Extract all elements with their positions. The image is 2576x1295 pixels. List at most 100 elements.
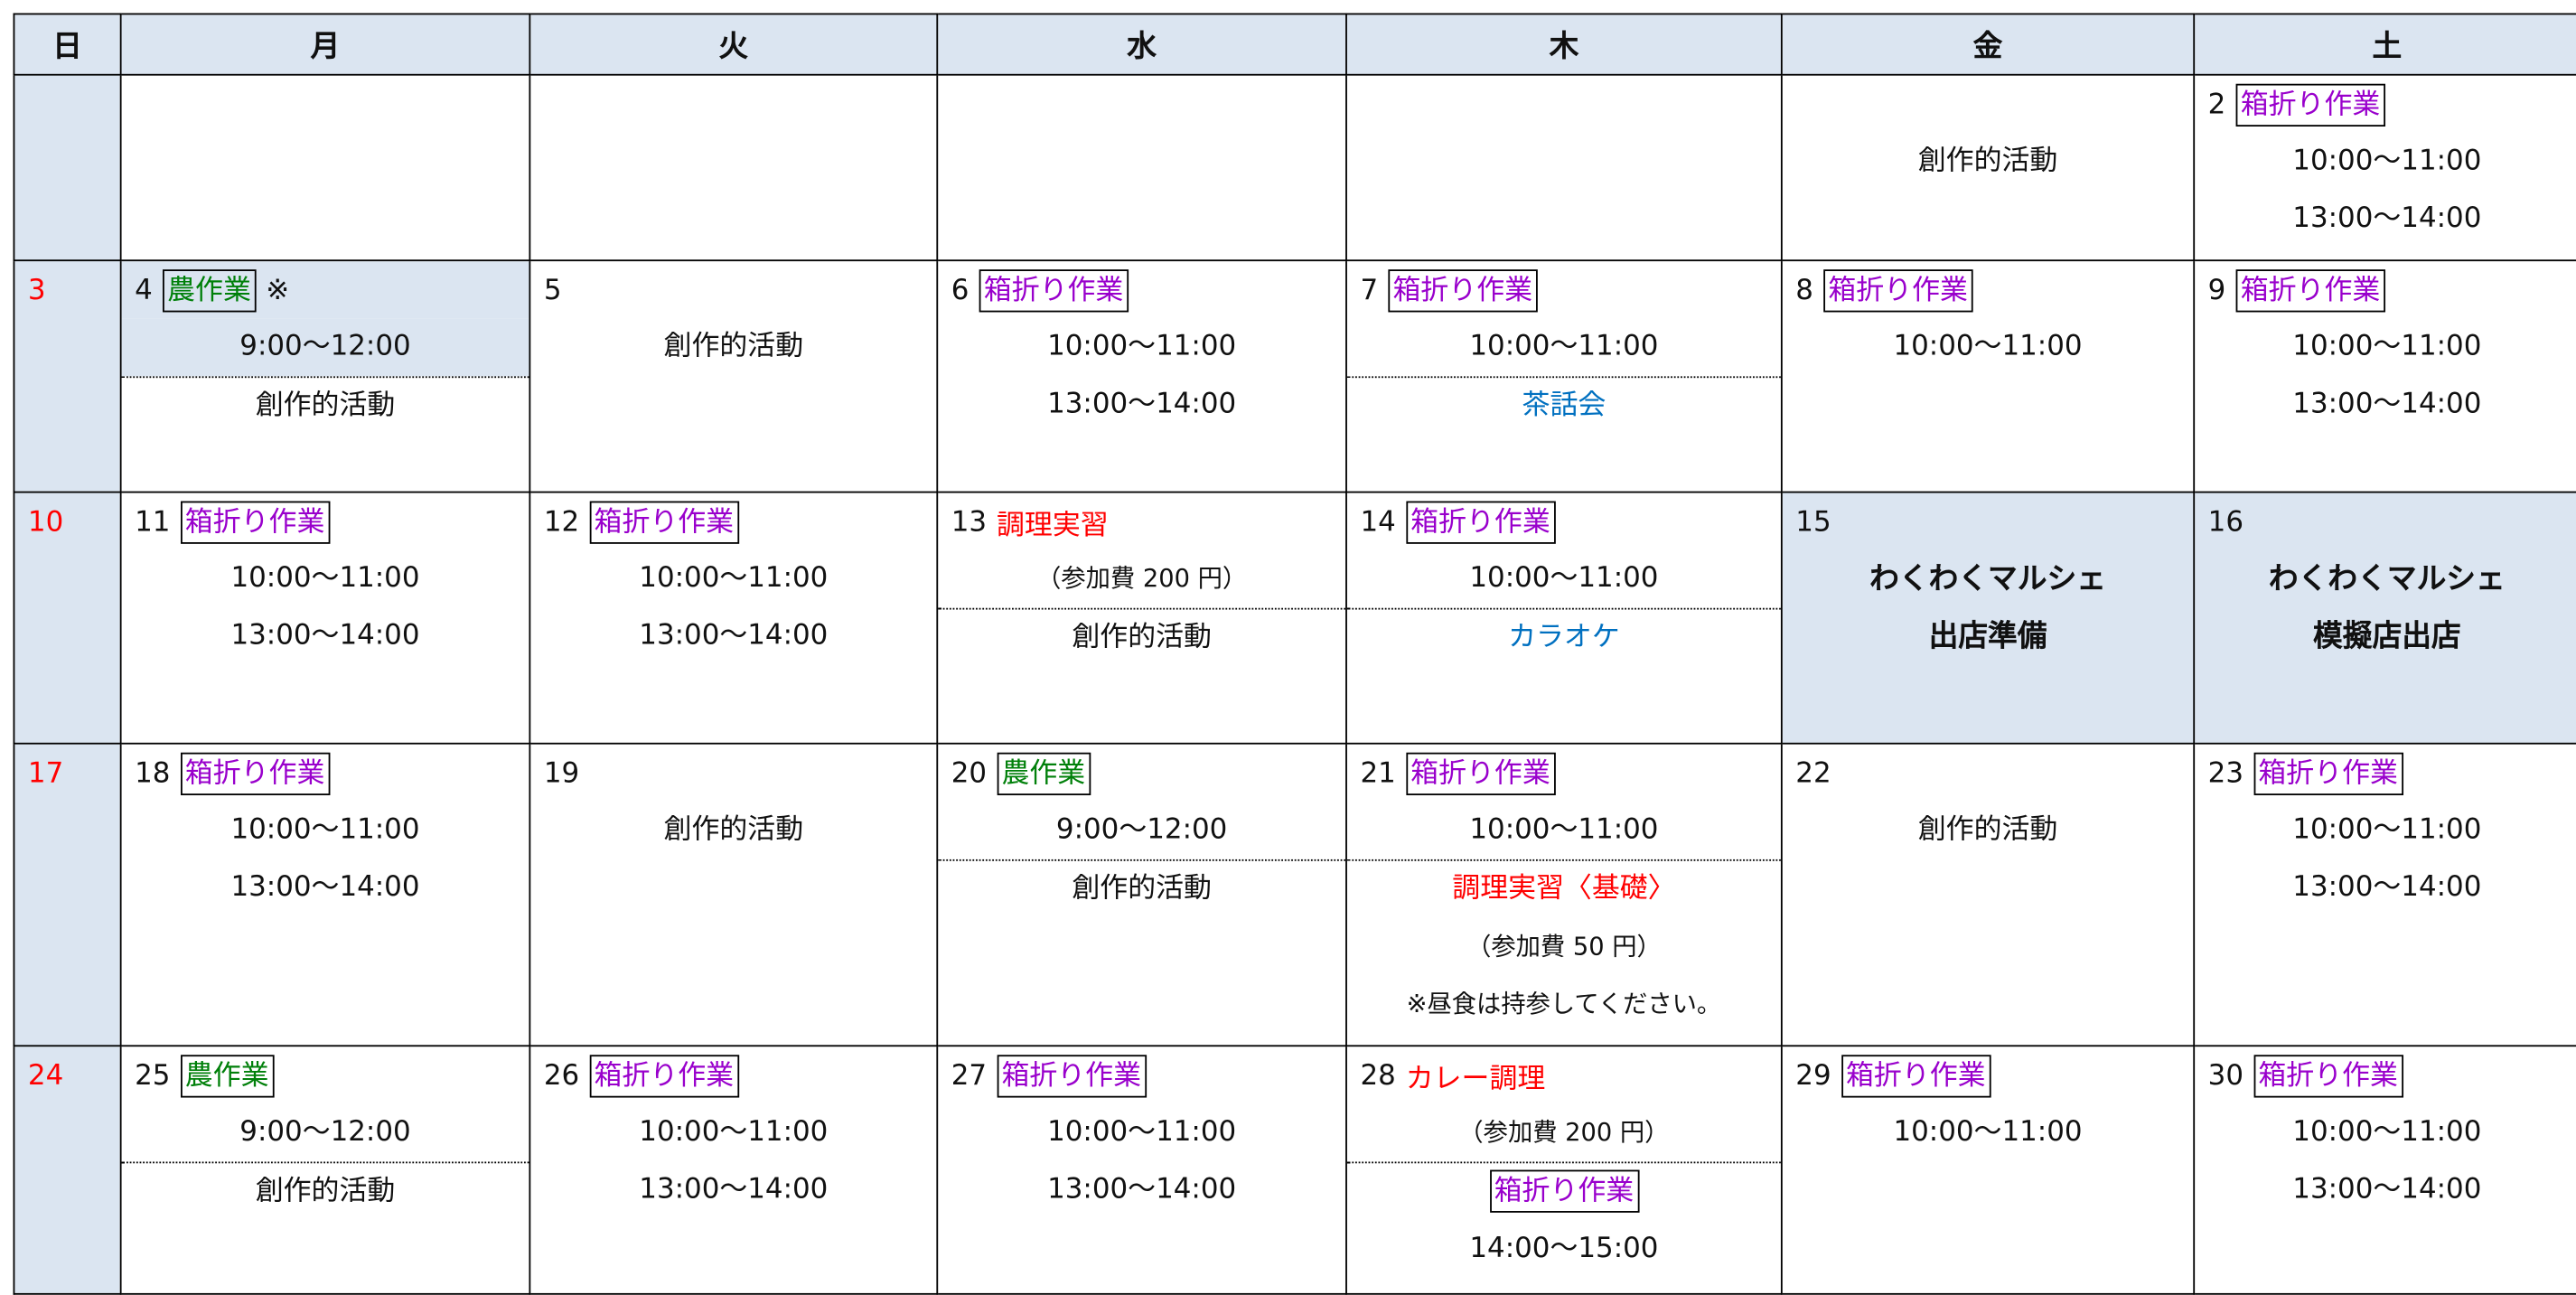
activity-label: 箱折り作業 [2253, 751, 2403, 795]
header-row: 日月火水木金土 [13, 13, 2576, 76]
cell-line: わくわくマルシェ [2196, 550, 2576, 608]
cell-block: （参加費 200 円） [1348, 1104, 1780, 1162]
day-cell: 13 調理実習 （参加費 200 円） 創作的活動 [936, 491, 1347, 745]
cell-text: 10:00〜11:00 [1469, 813, 1659, 847]
day-number: 6 [951, 273, 970, 307]
cell-line: 10:00〜11:00 [939, 1104, 1344, 1162]
activity-label: 箱折り作業 [2235, 82, 2385, 127]
cell-top: 23 箱折り作業 [2196, 746, 2576, 802]
cell-line: （参加費 50 円） [1348, 918, 1780, 976]
activity-label: 箱折り作業 [589, 500, 739, 543]
day-number: 9 [2207, 273, 2226, 307]
cell-line: 創作的活動 [531, 319, 935, 377]
cell-text: 10:00〜11:00 [1047, 1115, 1237, 1149]
week-row: 創作的活動 2 箱折り作業 10:00〜11:00 13:00〜14:00 [13, 73, 2576, 262]
cell-line: 茶話会 [1348, 378, 1780, 436]
cell-text: 13:00〜14:00 [1047, 388, 1237, 421]
cell-text: 13:00〜14:00 [639, 619, 829, 652]
cell-block: 調理実習〈基礎〉 （参加費 50 円） ※昼食は持参してください。 [1347, 859, 1781, 1034]
cell-top: 24 [15, 1047, 119, 1104]
day-cell: 11 箱折り作業 10:00〜11:00 13:00〜14:00 [119, 491, 531, 745]
cell-text: 10:00〜11:00 [1047, 330, 1237, 363]
cell-block: 創作的活動 [531, 319, 935, 377]
cell-text: 9:00〜12:00 [239, 1115, 411, 1149]
cell-block: 10:00〜11:00 [1348, 319, 1780, 377]
cell-line: 創作的活動 [122, 1163, 528, 1221]
cell-text: 創作的活動 [255, 389, 396, 423]
day-cell [529, 73, 939, 262]
activity-label: 調理実習 [996, 509, 1109, 543]
day-cell: 22 創作的活動 [1780, 742, 2196, 1047]
cell-block: 10:00〜11:00 13:00〜14:00 [2196, 802, 2576, 916]
day-cell: 15 わくわくマルシェ 出店準備 [1780, 491, 2196, 745]
cell-line: 10:00〜11:00 [122, 802, 528, 859]
day-cell: 24 [13, 1045, 122, 1295]
activity-label: カレー調理 [1405, 1063, 1546, 1096]
cell-text: 13:00〜14:00 [230, 870, 420, 905]
day-number: 7 [1360, 273, 1379, 307]
activity-label: 箱折り作業 [1405, 751, 1556, 795]
cell-text: 10:00〜11:00 [1893, 330, 2083, 363]
day-number: 24 [27, 1058, 64, 1093]
day-cell: 2 箱折り作業 10:00〜11:00 13:00〜14:00 [2193, 73, 2576, 262]
cell-text: 13:00〜14:00 [2292, 388, 2482, 421]
cell-line: 13:00〜14:00 [2196, 1161, 2576, 1219]
activity-label: 箱折り作業 [2253, 1054, 2403, 1097]
cell-block: 10:00〜11:00 [1784, 1104, 2193, 1162]
cell-top: 4 農作業 ※ [122, 262, 529, 319]
activity-label: 箱折り作業 [979, 268, 1129, 312]
cell-block: 10:00〜11:00 [1784, 319, 2193, 377]
cell-top: 2 箱折り作業 [2196, 77, 2576, 134]
cell-text: 調理実習〈基礎〉 [1452, 872, 1676, 906]
cell-block: 10:00〜11:00 13:00〜14:00 [531, 1104, 935, 1219]
day-cell: 12 箱折り作業 10:00〜11:00 13:00〜14:00 [529, 491, 939, 745]
cell-line: 10:00〜11:00 [531, 550, 935, 608]
cell-text: 10:00〜11:00 [639, 561, 829, 596]
cell-top: 9 箱折り作業 [2196, 262, 2576, 319]
cell-line: 創作的活動 [1784, 133, 2193, 191]
day-header: 水 [936, 13, 1347, 76]
cell-block: 創作的活動 [122, 376, 529, 435]
cell-text: カラオケ [1508, 621, 1620, 654]
cell-top: 28 カレー調理 [1348, 1047, 1780, 1104]
cell-top: 26 箱折り作業 [531, 1047, 935, 1104]
day-cell [1345, 73, 1783, 262]
cell-top [122, 77, 528, 134]
cell-text: 13:00〜14:00 [230, 619, 420, 652]
cell-line: 10:00〜11:00 [1348, 319, 1780, 377]
cell-text: わくわくマルシェ [2268, 561, 2506, 597]
cell-line: 創作的活動 [122, 378, 528, 436]
cell-block: 10:00〜11:00 13:00〜14:00 [2196, 1104, 2576, 1219]
day-number: 21 [1360, 756, 1396, 790]
cell-text: 箱折り作業 [1489, 1169, 1639, 1213]
cell-block: わくわくマルシェ 出店準備 [1784, 550, 2193, 666]
cell-top: 8 箱折り作業 [1784, 262, 2193, 319]
cell-text: 出店準備 [1928, 619, 2047, 654]
cell-text: 10:00〜11:00 [1469, 561, 1659, 596]
cell-line: （参加費 200 円） [1348, 1104, 1780, 1162]
cell-top: 3 [15, 262, 119, 319]
activity-label: 農作業 [180, 1054, 274, 1097]
cell-top: 30 箱折り作業 [2196, 1047, 2576, 1104]
cell-text: 13:00〜14:00 [639, 1173, 829, 1206]
cell-line: 13:00〜14:00 [531, 1161, 935, 1219]
day-number: 29 [1795, 1058, 1831, 1093]
cell-top: 16 [2196, 493, 2576, 550]
cell-line: 出店準備 [1784, 608, 2193, 666]
cell-top [939, 77, 1344, 134]
day-number: 16 [2207, 505, 2244, 539]
cell-top [1348, 77, 1780, 134]
cell-text: 9:00〜12:00 [239, 330, 411, 363]
cell-text: 14:00〜15:00 [1469, 1232, 1659, 1266]
cell-line: 10:00〜11:00 [1784, 1104, 2193, 1162]
day-header: 月 [119, 13, 531, 76]
day-number: 11 [135, 505, 171, 539]
cell-text: 10:00〜11:00 [230, 813, 420, 847]
cell-line: 13:00〜14:00 [531, 608, 935, 666]
activity-label: 箱折り作業 [180, 500, 330, 543]
day-cell [936, 73, 1347, 262]
cell-text: 13:00〜14:00 [1047, 1173, 1237, 1206]
day-number: 22 [1795, 756, 1831, 790]
cell-top: 14 箱折り作業 [1348, 493, 1780, 550]
activity-label: 農作業 [996, 751, 1091, 795]
